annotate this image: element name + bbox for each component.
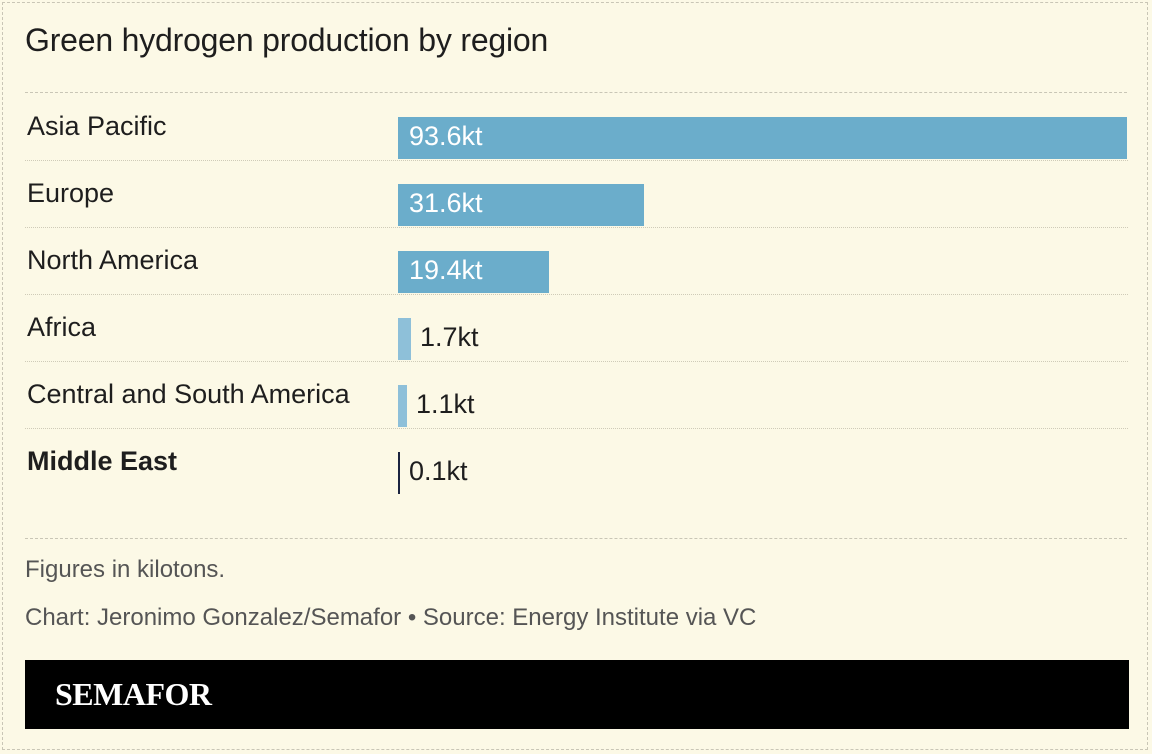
bar <box>398 318 411 360</box>
row-separator <box>25 428 1128 429</box>
row-separator <box>25 294 1128 295</box>
value-label: 1.7kt <box>420 322 479 352</box>
bar-row: Europe 31.6kt <box>25 161 1128 228</box>
row-separator <box>25 227 1128 228</box>
top-divider <box>25 92 1127 93</box>
bar-row: Middle East 0.1kt <box>25 429 1128 496</box>
bottom-divider <box>25 538 1127 539</box>
value-label: 93.6kt <box>409 121 483 151</box>
bar-row: North America 19.4kt <box>25 228 1128 295</box>
value-label: 31.6kt <box>409 188 483 218</box>
category-label: North America <box>27 245 199 275</box>
bar <box>398 251 549 293</box>
semafor-logo: SEMAFOR <box>55 676 212 712</box>
bar-row: Africa 1.7kt <box>25 295 1128 362</box>
credit-note: Chart: Jeronimo Gonzalez/Semafor • Sourc… <box>25 604 757 631</box>
category-label: Africa <box>27 312 97 342</box>
bar <box>398 117 1127 159</box>
value-label: 1.1kt <box>416 389 475 419</box>
units-note: Figures in kilotons. <box>25 556 226 583</box>
bar <box>398 184 644 226</box>
category-label: Central and South America <box>27 379 350 409</box>
value-label: 0.1kt <box>409 456 468 486</box>
bar-row: Central and South America 1.1kt <box>25 362 1128 429</box>
category-label: Asia Pacific <box>27 111 167 141</box>
bar <box>398 385 407 427</box>
bar-row: Asia Pacific 93.6kt <box>25 94 1128 161</box>
chart-title: Green hydrogen production by region <box>25 22 549 58</box>
category-label: Middle East <box>27 446 178 476</box>
row-separator <box>25 361 1128 362</box>
bar <box>398 452 400 494</box>
row-separator <box>25 160 1128 161</box>
value-label: 19.4kt <box>409 255 483 285</box>
brand-footer: SEMAFOR <box>25 660 1129 729</box>
category-label: Europe <box>27 178 115 208</box>
